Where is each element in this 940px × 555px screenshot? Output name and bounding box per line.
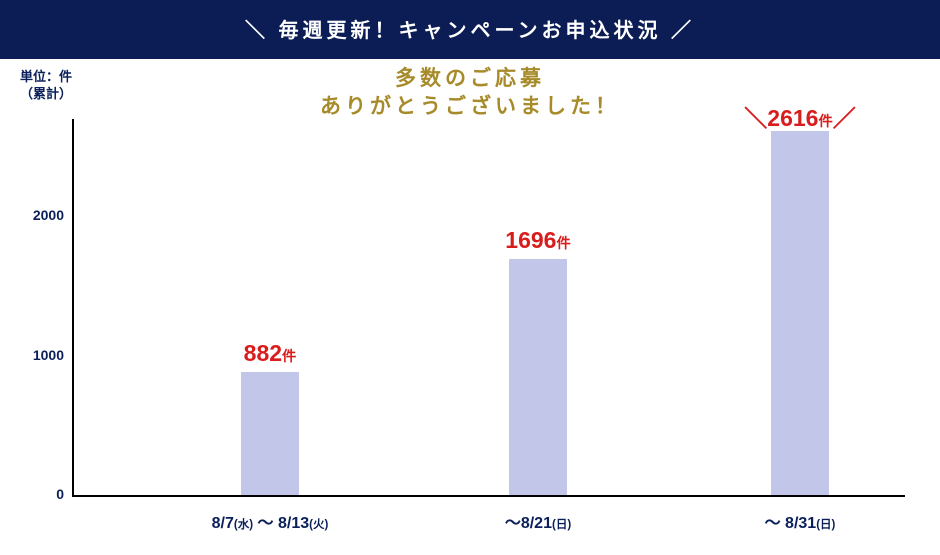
bar-value-suffix: 件 — [282, 349, 296, 365]
bar — [509, 259, 567, 495]
subtitle-line1: 多数のご応募 — [0, 65, 940, 93]
y-tick-label: 1000 — [14, 347, 64, 363]
x-axis-label: ～8/21(日) — [418, 509, 658, 533]
bar-value-suffix: 件 — [818, 114, 832, 130]
y-tick-label: 0 — [14, 486, 64, 502]
page-header: ＼ 毎週更新！キャンペーンお申込状況 ／ — [0, 0, 940, 59]
slash-left-icon: ＼ — [744, 105, 767, 131]
chart-area: 単位：件 （累計） 多数のご応募 ありがとうございました！ 010002000 … — [0, 59, 940, 555]
bar-value-label: 1696件 — [458, 227, 618, 254]
x-axis-label: 8/7(水) ～ 8/13(火) — [150, 509, 390, 533]
x-axis-label: ～ 8/31(日) — [680, 509, 920, 533]
bar-value-number: 1696 — [505, 227, 556, 253]
bar-value-number: 882 — [244, 340, 282, 366]
y-tick-label: 2000 — [14, 207, 64, 223]
bar-value-label: ＼2616件／ — [720, 99, 880, 133]
bar — [771, 131, 829, 495]
y-axis — [72, 119, 74, 495]
x-axis — [72, 495, 905, 497]
header-text: ＼ 毎週更新！キャンペーンお申込状況 ／ — [245, 20, 695, 42]
bar-value-suffix: 件 — [556, 236, 570, 252]
slash-right-icon: ／ — [833, 105, 856, 131]
bar-value-number: 2616 — [767, 105, 818, 131]
bar — [241, 372, 299, 495]
bar-value-label: 882件 — [190, 340, 350, 367]
